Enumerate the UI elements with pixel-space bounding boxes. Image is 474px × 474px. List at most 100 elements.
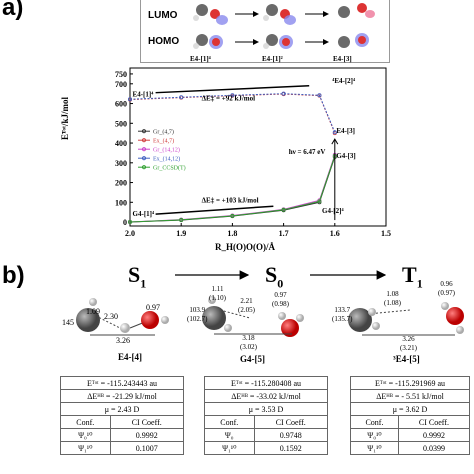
- s1-oh: 0.97: [146, 303, 160, 312]
- homo-structure-3: [338, 33, 369, 48]
- chart-annotation-3: E4-[3]: [336, 127, 355, 135]
- s1-molecule: [76, 298, 169, 333]
- y-axis-label: Eᵀᵒᵗ/kJ/mol: [60, 97, 70, 140]
- x-tick-label-5: 1.5: [381, 229, 391, 238]
- structure-label-3: E4-[3]: [333, 55, 352, 63]
- s0-conf-0: Ψ₀: [204, 428, 255, 442]
- t1-ch: 1.08 (1.08): [384, 290, 401, 307]
- legend-marker-2: [141, 147, 147, 152]
- s0-hh: 2.21 (2.05): [238, 297, 255, 314]
- chart-annotation-2: ⁴E4-[2]⁴: [332, 77, 356, 85]
- series-3-point-5: [332, 130, 337, 135]
- s0-name: G4-[5]: [240, 354, 265, 364]
- lumo-structure-2: [263, 4, 296, 25]
- x-tick-label-2: 1.8: [227, 229, 237, 238]
- s0-header-conf: Conf.: [204, 415, 255, 429]
- y-tick-label-7: 700: [115, 80, 127, 89]
- t1-mu: μ = 3.62 D: [350, 402, 470, 416]
- series-4-point-3: [281, 207, 286, 212]
- series-4-point-1: [179, 217, 184, 222]
- t1-conf-0: Ψ₀¹⁰: [350, 428, 399, 442]
- s1-header-ci: CI Coeff.: [109, 415, 185, 429]
- legend-label-3: Ex_(14,12): [153, 156, 180, 163]
- state-arrows: [175, 270, 387, 280]
- plot-frame: [129, 67, 387, 227]
- state-t1-title: T1: [402, 262, 423, 291]
- homo-label: HOMO: [148, 36, 180, 47]
- s0-molecule: [202, 296, 304, 337]
- legend-label-2: Gr_(14,12): [153, 147, 180, 154]
- t1-co: 3.26 (3.21): [400, 335, 417, 352]
- y-tick-label-3: 300: [115, 159, 127, 168]
- series-line-4: [129, 155, 336, 223]
- t1-oh: 0.96 (0.97): [438, 280, 455, 297]
- t1-dehb: ΔEᴴᴮ = - 5.51 kJ/mol: [350, 389, 470, 403]
- chart-annotation-8: G4-[2]⁴: [322, 207, 344, 215]
- y-tick-label-1: 100: [115, 198, 127, 207]
- series-4-point-2: [230, 213, 235, 218]
- s0-conf-1: Ψ₁¹⁰: [204, 441, 255, 455]
- s0-oh: 0.97 (0.98): [272, 291, 289, 308]
- barrier-arrow-lower: [155, 205, 274, 215]
- chart-annotation-5: G4-[3]: [336, 152, 355, 160]
- s0-etot: Eᵀᵒᵗ = -115.280408 au: [204, 376, 328, 390]
- series-3-point-0: [128, 97, 133, 102]
- legend-marker-1: [141, 138, 147, 143]
- molecules: [76, 296, 464, 337]
- s1-etot: Eᵀᵒᵗ = -115.243443 au: [60, 376, 184, 390]
- s0-ci-0: 0.9748: [253, 428, 329, 442]
- y-tick-label-0: 0: [123, 218, 127, 227]
- lumo-label: LUMO: [148, 10, 178, 21]
- y-tick-label-5: 500: [115, 119, 127, 128]
- legend-marker-4: [141, 165, 147, 170]
- x-tick-label-1: 1.9: [176, 229, 186, 238]
- series-3-point-4: [317, 93, 322, 98]
- s0-angle: 103.9 (102.7): [187, 306, 208, 323]
- s1-ci-1: 0.1007: [109, 441, 185, 455]
- s1-ch-top: 1.09: [86, 307, 100, 316]
- chart-annotation-6: ΔE‡ = +103 kJ/mol: [202, 196, 259, 204]
- series-3-point-1: [179, 95, 184, 100]
- x-tick-label-0: 2.0: [125, 229, 135, 238]
- s1-header-conf: Conf.: [60, 415, 111, 429]
- s0-ch-top: 1.11 (1.10): [209, 285, 226, 302]
- y-tick-label-4: 400: [115, 139, 127, 148]
- table-t1: Eᵀᵒᵗ = -115.291969 au ΔEᴴᴮ = - 5.51 kJ/m…: [350, 376, 471, 455]
- chart-annotation-4: hν = 6.47 eV: [289, 148, 326, 156]
- s1-mu: μ = 2.43 D: [60, 402, 184, 416]
- t1-name: ³E4-[5]: [393, 354, 420, 364]
- s1-name: E4-[4]: [118, 352, 142, 362]
- s1-conf-1: Ψ₁¹⁰: [60, 441, 111, 455]
- t1-angle: 133.7 (135.7): [332, 306, 353, 323]
- chart-annotation-1: ΔE‡ = +92 kJ/mol: [202, 95, 255, 103]
- series-3-point-2: [230, 93, 235, 98]
- y-tick-label-8: 750: [115, 70, 127, 79]
- structure-label-2: E4-[1]²: [262, 55, 283, 63]
- series-3-point-3: [281, 91, 286, 96]
- series-line-3: [129, 93, 336, 133]
- legend-marker-3: [141, 156, 147, 161]
- barrier-arrow-upper: [155, 85, 310, 94]
- s0-mu: μ = 3.53 D: [204, 402, 328, 416]
- s0-ci-1: 0.1592: [253, 441, 329, 455]
- panel-b-label: b): [2, 262, 25, 289]
- t1-ci-1: 0.0399: [397, 441, 471, 455]
- legend-marker-0: [141, 129, 147, 134]
- legend-label-0: Gr_(4,7): [153, 129, 174, 136]
- lumo-structure-3: [338, 3, 375, 18]
- legend-label-1: Ex_(4,7): [153, 138, 174, 145]
- y-tick-label-6: 600: [115, 100, 127, 109]
- s0-header-ci: CI Coeff.: [253, 415, 329, 429]
- chart-annotation-7: G4-[1]⁴: [133, 210, 155, 218]
- t1-header-ci: CI Coeff.: [397, 415, 471, 429]
- orbital-structures: [193, 3, 375, 49]
- s1-ci-0: 0.9992: [109, 428, 185, 442]
- s1-dehb: ΔEᴴᴮ = -21.29 kJ/mol: [60, 389, 184, 403]
- s1-ho: 2.30: [104, 312, 118, 321]
- series-4-point-0: [128, 220, 133, 225]
- homo-structure-1: [193, 34, 223, 49]
- t1-molecule: [348, 302, 464, 334]
- x-axis-label: R_H(O)O(O)/Å: [215, 242, 275, 252]
- s0-co: 3.18 (3.02): [240, 334, 257, 351]
- series-4-point-4: [317, 199, 322, 204]
